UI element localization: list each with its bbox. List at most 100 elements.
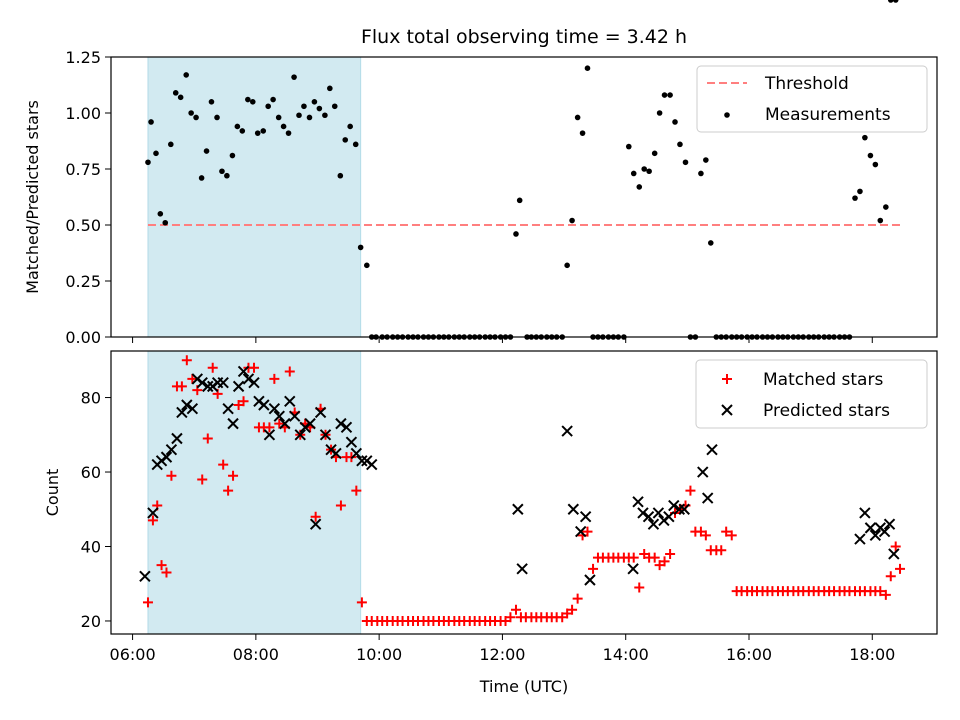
matched-star-point: [156, 560, 167, 571]
measurement-point: [636, 184, 643, 190]
matched-star-point: [218, 459, 229, 470]
measurement-point: [331, 103, 338, 110]
predicted-star-point: [284, 395, 296, 407]
matched-star-point: [202, 433, 213, 444]
matched-star-point: [567, 604, 578, 615]
matched-star-point: [721, 526, 732, 537]
predicted-star-point: [345, 436, 358, 448]
predicted-star-point: [268, 403, 281, 415]
matched-star-point: [890, 541, 901, 552]
matched-star-point: [510, 604, 521, 615]
measurement-point: [306, 114, 313, 121]
measurement-point: [516, 197, 523, 204]
measurement-point: [145, 159, 151, 166]
predicted-star-point: [859, 507, 871, 519]
predicted-star-point: [642, 510, 655, 523]
predicted-star-point: [888, 548, 900, 560]
measurement-point: [651, 150, 658, 157]
measurement-point: [208, 99, 215, 105]
measurement-point: [167, 141, 174, 148]
measurement-point: [203, 148, 210, 154]
predicted-star-point: [304, 417, 316, 430]
matched-star-point: [885, 571, 896, 582]
measurement-point: [682, 159, 689, 166]
measurement-point: [301, 103, 307, 110]
y-tick-label: 1.25: [65, 48, 101, 67]
predicted-star-point: [319, 429, 332, 441]
predicted-star-point: [258, 399, 270, 411]
matched-star-point: [238, 396, 249, 407]
measurement-point: [646, 168, 652, 175]
measurement-point: [327, 85, 333, 92]
measurement-point: [285, 130, 292, 136]
matched-star-point: [356, 597, 367, 608]
matched-star-point: [176, 381, 187, 392]
predicted-star-point: [356, 455, 368, 467]
matched-star-point: [335, 500, 346, 511]
measurement-point: [887, 0, 894, 3]
measurement-point: [153, 150, 159, 157]
predicted-star-point: [237, 365, 250, 378]
predicted-star-point: [878, 525, 891, 538]
measurement-point: [625, 143, 632, 150]
legend-frame: [696, 65, 928, 133]
measurement-point: [296, 112, 302, 119]
predicted-star-point: [273, 410, 285, 422]
matched-star-point: [628, 552, 639, 563]
y-axis-label: Matched/Predicted stars: [23, 100, 42, 294]
bottom-panel-counts: 20 40 60 80 06:00 08:00 10:00 12:00 14:00 16:00 18…: [43, 350, 938, 696]
y-tick-label: 20: [81, 612, 101, 631]
y-tick-label: 0.75: [65, 160, 101, 179]
matched-star-point: [665, 548, 676, 559]
measurement-point: [229, 152, 236, 159]
measurement-point: [224, 172, 230, 179]
matched-star-point: [207, 362, 218, 373]
predicted-star-point: [288, 410, 301, 422]
measurement-point: [280, 123, 287, 130]
x-tick-label: 10:00: [356, 645, 402, 664]
measurement-point: [342, 137, 349, 143]
predicted-star-point: [579, 510, 592, 523]
measurement-point: [672, 119, 678, 125]
predicted-star-point: [512, 503, 524, 515]
observing-span: [147, 350, 362, 635]
measurement-point: [234, 123, 241, 130]
measurement-point: [569, 217, 575, 224]
matched-star-point: [187, 373, 198, 384]
predicted-star-point: [647, 518, 660, 530]
predicted-star-point: [242, 373, 255, 385]
predicted-star-point: [366, 458, 378, 471]
x-tick-label: 08:00: [233, 645, 279, 664]
axes-frame: [110, 350, 938, 635]
predicted-star-point: [663, 510, 675, 523]
measurement-point: [260, 128, 267, 134]
predicted-star-point: [584, 574, 596, 586]
predicted-star-point: [883, 518, 896, 530]
measurement-point: [877, 217, 884, 224]
measurement-point: [311, 99, 318, 105]
predicted-star-point: [330, 447, 342, 460]
y-tick-label: 80: [81, 389, 101, 408]
measurement-point: [862, 134, 868, 141]
predicted-star-point: [869, 529, 882, 542]
measurement-point: [579, 130, 586, 136]
predicted-star-point: [294, 429, 306, 441]
y-tick-label: 0.50: [65, 216, 101, 235]
matched-star-point: [716, 545, 727, 556]
x-tick-label: 12:00: [479, 645, 525, 664]
legend-matched-swatch: [722, 374, 732, 384]
legend-threshold-label: Threshold: [764, 74, 849, 94]
measurement-point: [707, 240, 714, 246]
measurement-point: [188, 110, 194, 116]
predicted-star-point: [309, 518, 322, 530]
measurement-point: [337, 172, 344, 179]
measurement-point: [661, 92, 668, 98]
chart-title: Flux total observing time = 3.42 h: [361, 26, 687, 48]
matched-star-point: [197, 474, 208, 485]
matched-star-point: [582, 526, 593, 537]
y-tick-label: 40: [81, 537, 101, 556]
measurement-point: [656, 110, 663, 116]
measurement-point: [219, 168, 225, 175]
predicted-star-point: [854, 533, 866, 545]
